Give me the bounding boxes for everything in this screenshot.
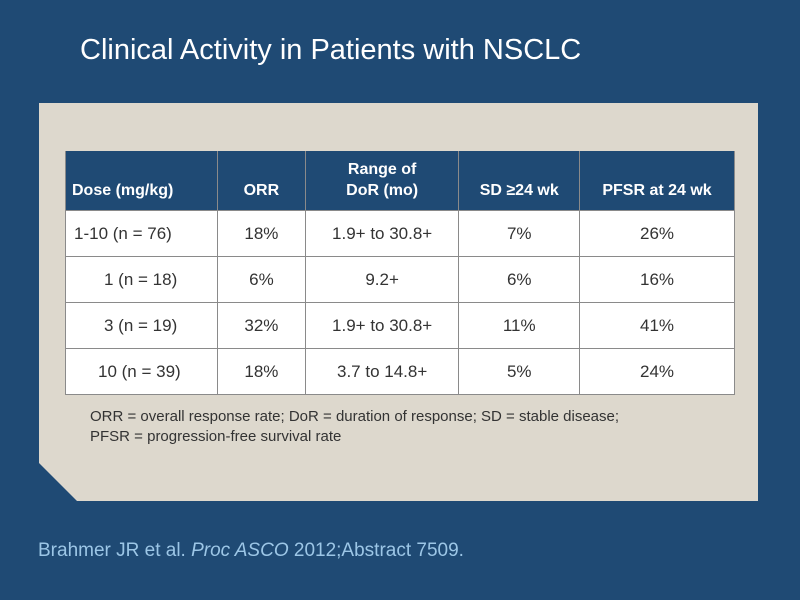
cell-orr: 18% [217,211,305,257]
header-dor-line1: Range of [347,161,417,178]
header-pfsr: PFSR at 24 wk [580,151,735,211]
footnote: ORR = overall response rate; DoR = durat… [90,407,740,447]
cell-orr: 18% [217,349,305,395]
cell-dor: 1.9+ to 30.8+ [305,303,459,349]
citation-details: 2012;Abstract 7509. [288,540,464,561]
cell-pfsr: 16% [580,257,735,303]
cell-dose: 3 (n = 19) [66,303,218,349]
cell-orr: 6% [217,257,305,303]
cell-pfsr: 26% [580,211,735,257]
cell-dor: 9.2+ [305,257,459,303]
cell-sd: 11% [459,303,580,349]
cell-sd: 5% [459,349,580,395]
cell-pfsr: 24% [580,349,735,395]
citation: Brahmer JR et al. Proc ASCO 2012;Abstrac… [38,540,464,562]
table-row: 1 (n = 18) 6% 9.2+ 6% 16% [66,257,735,303]
slide-title: Clinical Activity in Patients with NSCLC [80,34,582,66]
cell-sd: 7% [459,211,580,257]
citation-journal: Proc ASCO [191,540,289,561]
header-dor: Range of DoR (mo) [305,151,459,211]
cell-dose: 1-10 (n = 76) [66,211,218,257]
table-row: 10 (n = 39) 18% 3.7 to 14.8+ 5% 24% [66,349,735,395]
content-panel: Dose (mg/kg) ORR Range of DoR (mo) SD ≥24… [39,103,758,501]
footnote-line1: ORR = overall response rate; DoR = durat… [90,408,620,425]
table-header-row: Dose (mg/kg) ORR Range of DoR (mo) SD ≥24… [66,151,735,211]
header-orr: ORR [217,151,305,211]
results-table: Dose (mg/kg) ORR Range of DoR (mo) SD ≥24… [65,151,735,395]
header-dose: Dose (mg/kg) [66,151,218,211]
cell-dose: 10 (n = 39) [66,349,218,395]
header-sd: SD ≥24 wk [459,151,580,211]
cell-sd: 6% [459,257,580,303]
cell-dor: 3.7 to 14.8+ [305,349,459,395]
cell-pfsr: 41% [580,303,735,349]
header-dor-line2: DoR (mo) [346,182,419,199]
cell-dor: 1.9+ to 30.8+ [305,211,459,257]
table-row: 1-10 (n = 76) 18% 1.9+ to 30.8+ 7% 26% [66,211,735,257]
cell-orr: 32% [217,303,305,349]
citation-authors: Brahmer JR et al. [38,540,192,561]
footnote-line2: PFSR = progression-free survival rate [90,428,342,445]
table-row: 3 (n = 19) 32% 1.9+ to 30.8+ 11% 41% [66,303,735,349]
cell-dose: 1 (n = 18) [66,257,218,303]
